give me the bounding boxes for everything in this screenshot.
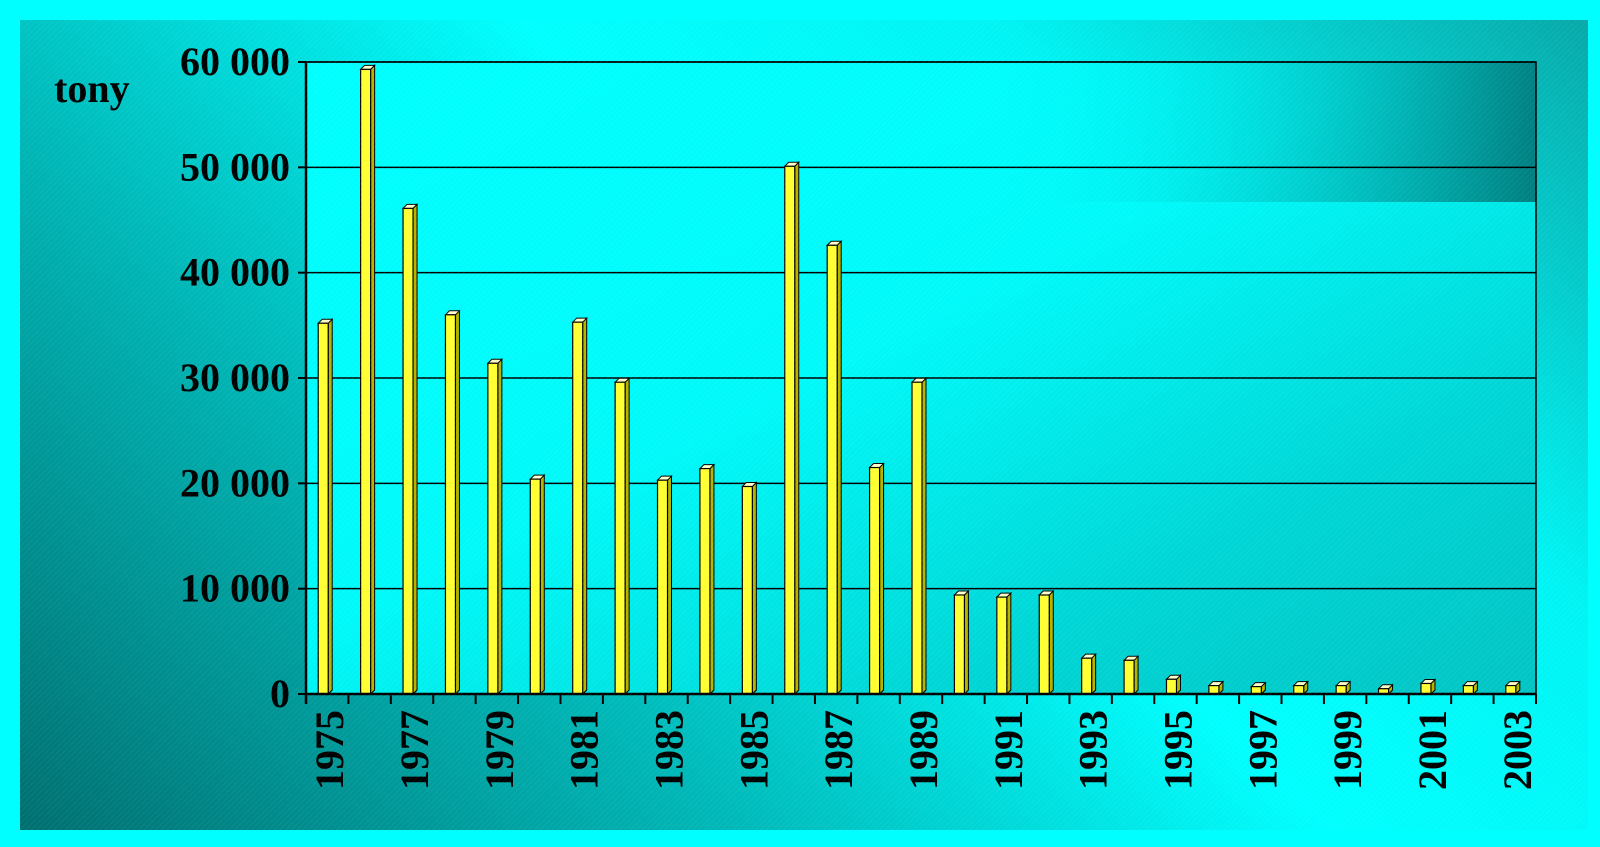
bar-front (868, 466, 881, 695)
bar-front (614, 381, 626, 695)
bar (995, 591, 1013, 696)
bar-side (454, 309, 460, 696)
y-tick-label: 10 000 (180, 566, 290, 611)
bar (444, 309, 461, 696)
bar-front (444, 314, 457, 695)
bar (613, 377, 631, 696)
bar-front (317, 322, 329, 695)
bar (529, 473, 546, 696)
bar-front (1081, 657, 1093, 695)
bar-side (412, 203, 418, 696)
bar-front (1165, 678, 1178, 695)
bar-front (487, 362, 499, 695)
bar-front (572, 321, 584, 695)
y-tick-label: 50 000 (180, 144, 290, 189)
bar-front (953, 594, 966, 695)
x-tick-label: 1977 (392, 710, 437, 790)
x-tick-labels: 1975 1977 1979 1981 1983 1985 1987 1989 1991 1993… (307, 710, 1540, 790)
bar (698, 463, 716, 696)
bar (1377, 683, 1394, 696)
bar-front (784, 165, 796, 695)
bar-front (699, 467, 711, 695)
bar (571, 316, 588, 696)
x-tick-label: 2003 (1495, 710, 1540, 790)
bar-side (370, 64, 376, 696)
x-tick-label: 1995 (1155, 710, 1200, 790)
axes (304, 61, 1537, 704)
y-tick-label: 30 000 (180, 355, 290, 400)
bar (1250, 681, 1267, 696)
bar (1504, 680, 1522, 696)
x-tick-label: 1991 (986, 710, 1031, 790)
bar-front (826, 244, 838, 695)
bar (401, 203, 419, 696)
bar-front (1038, 594, 1050, 695)
bar-front (1335, 684, 1347, 695)
bar-front (656, 479, 669, 695)
bar-front (741, 485, 753, 695)
bar-front (996, 596, 1008, 695)
bar-side (327, 318, 333, 696)
bar-front (1293, 684, 1305, 695)
y-tick-label: 0 (270, 671, 290, 716)
plot-area-shade (306, 62, 1536, 202)
bar-front (360, 68, 372, 695)
y-axis-unit-label: tony (54, 66, 130, 111)
x-tick-label: 1997 (1240, 710, 1285, 790)
y-tick-label: 40 000 (180, 250, 290, 295)
bar-chart: 0 10 000 20 000 30 000 40 000 50 000 60 000 19… (54, 39, 1540, 790)
bar-front (529, 478, 541, 695)
bar (868, 462, 885, 696)
x-tick-label: 1999 (1325, 710, 1370, 790)
bar (316, 318, 334, 696)
x-tick-label: 2001 (1410, 710, 1455, 790)
plot-border (305, 61, 1537, 695)
bar-front (1505, 684, 1517, 695)
chart-panel: 0 10 000 20 000 30 000 40 000 50 000 60 000 19… (20, 20, 1588, 830)
x-tick-label: 1985 (731, 710, 776, 790)
bar (1122, 655, 1140, 696)
bar (359, 64, 376, 696)
bar (1462, 680, 1479, 696)
bar (1292, 680, 1309, 696)
x-tick-label: 1981 (562, 710, 607, 790)
bar (1080, 652, 1097, 696)
x-tick-label: 1993 (1071, 710, 1116, 790)
bar (486, 358, 504, 696)
bar-front (911, 381, 923, 695)
bar (656, 474, 673, 696)
y-tick-labels: 0 10 000 20 000 30 000 40 000 50 000 60 000 (180, 39, 290, 716)
bar (1207, 680, 1225, 696)
bar (783, 161, 800, 696)
bar-front (1208, 684, 1220, 695)
bar (953, 589, 970, 696)
bar (1419, 678, 1437, 696)
x-tick-label: 1979 (477, 710, 522, 790)
bar-front (1123, 659, 1135, 695)
x-tick-label: 1975 (307, 710, 352, 790)
bar (1334, 680, 1352, 696)
bar (825, 240, 843, 696)
bar-front (1462, 684, 1474, 695)
bar (1165, 674, 1182, 696)
bar-side (497, 358, 503, 696)
x-tick-label: 1987 (816, 710, 861, 790)
y-tick-label: 60 000 (180, 39, 290, 84)
y-tick-label: 20 000 (180, 460, 290, 505)
x-tick-label: 1983 (647, 710, 692, 790)
bar (910, 377, 928, 696)
x-tick-label: 1989 (901, 710, 946, 790)
bar (1038, 589, 1055, 696)
bar-front (1420, 682, 1432, 695)
bar (741, 481, 758, 696)
bar-front (402, 207, 414, 695)
